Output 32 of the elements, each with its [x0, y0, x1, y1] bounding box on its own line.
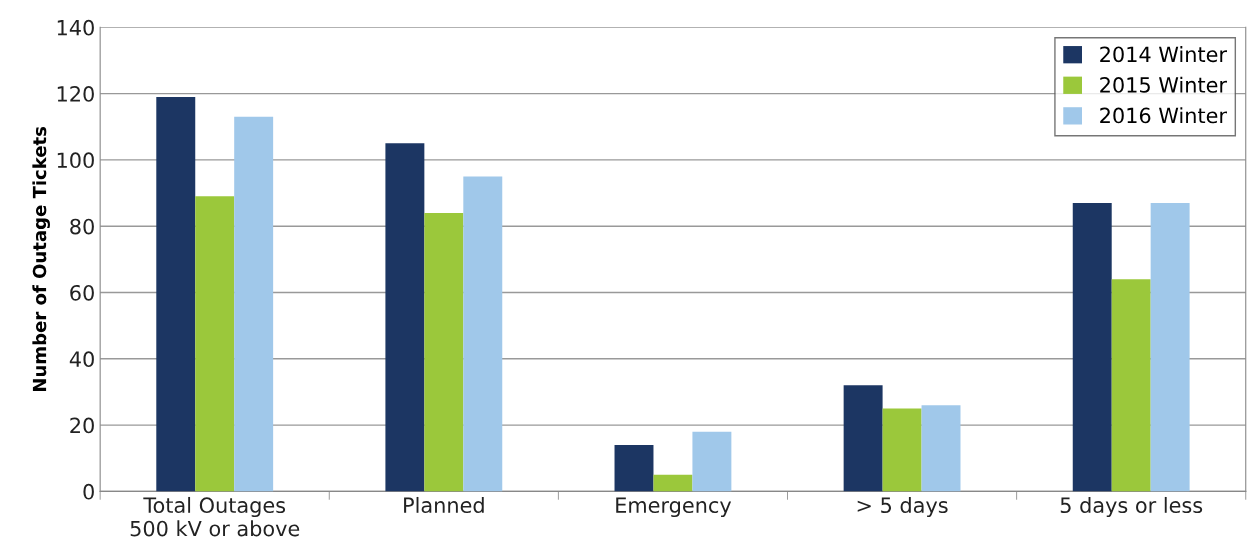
- y-tick-label: 100: [57, 152, 94, 169]
- bar: [234, 116, 274, 492]
- bar: [195, 196, 235, 492]
- x-tick-label: Planned: [404, 496, 484, 514]
- bar: [424, 212, 464, 492]
- bar: [1150, 203, 1190, 492]
- bar: [692, 431, 732, 492]
- y-axis-title: Number of Outage Tickets: [32, 126, 50, 391]
- bar: [653, 474, 693, 492]
- bar: [921, 405, 961, 492]
- y-tick-label: 120: [57, 86, 94, 102]
- x-tick-label: 5 days or less: [1060, 496, 1203, 518]
- bar: [843, 385, 883, 492]
- x-tick-label: > 5 days: [857, 496, 948, 518]
- x-tick-label: Emergency: [616, 497, 732, 518]
- bar: [1072, 203, 1112, 492]
- bar: [1111, 279, 1151, 492]
- x-tick-label: Total Outages 500 kV or above: [130, 496, 300, 537]
- legend-label: 2016 Winter: [1100, 107, 1227, 124]
- y-tick-label: 140: [57, 19, 94, 36]
- y-tick-label: 80: [70, 218, 94, 235]
- legend-label: 2014 Winter: [1100, 46, 1227, 63]
- bar: [463, 176, 503, 492]
- bar: [385, 143, 425, 492]
- y-tick-label: 60: [70, 284, 94, 301]
- y-tick-label: 20: [70, 417, 94, 434]
- y-tick-label: 0: [83, 483, 94, 500]
- bar: [156, 96, 196, 492]
- legend-label: 2015 Winter: [1100, 76, 1227, 93]
- y-tick-label: 40: [69, 351, 94, 368]
- bar: [882, 408, 922, 492]
- bar: [614, 444, 654, 492]
